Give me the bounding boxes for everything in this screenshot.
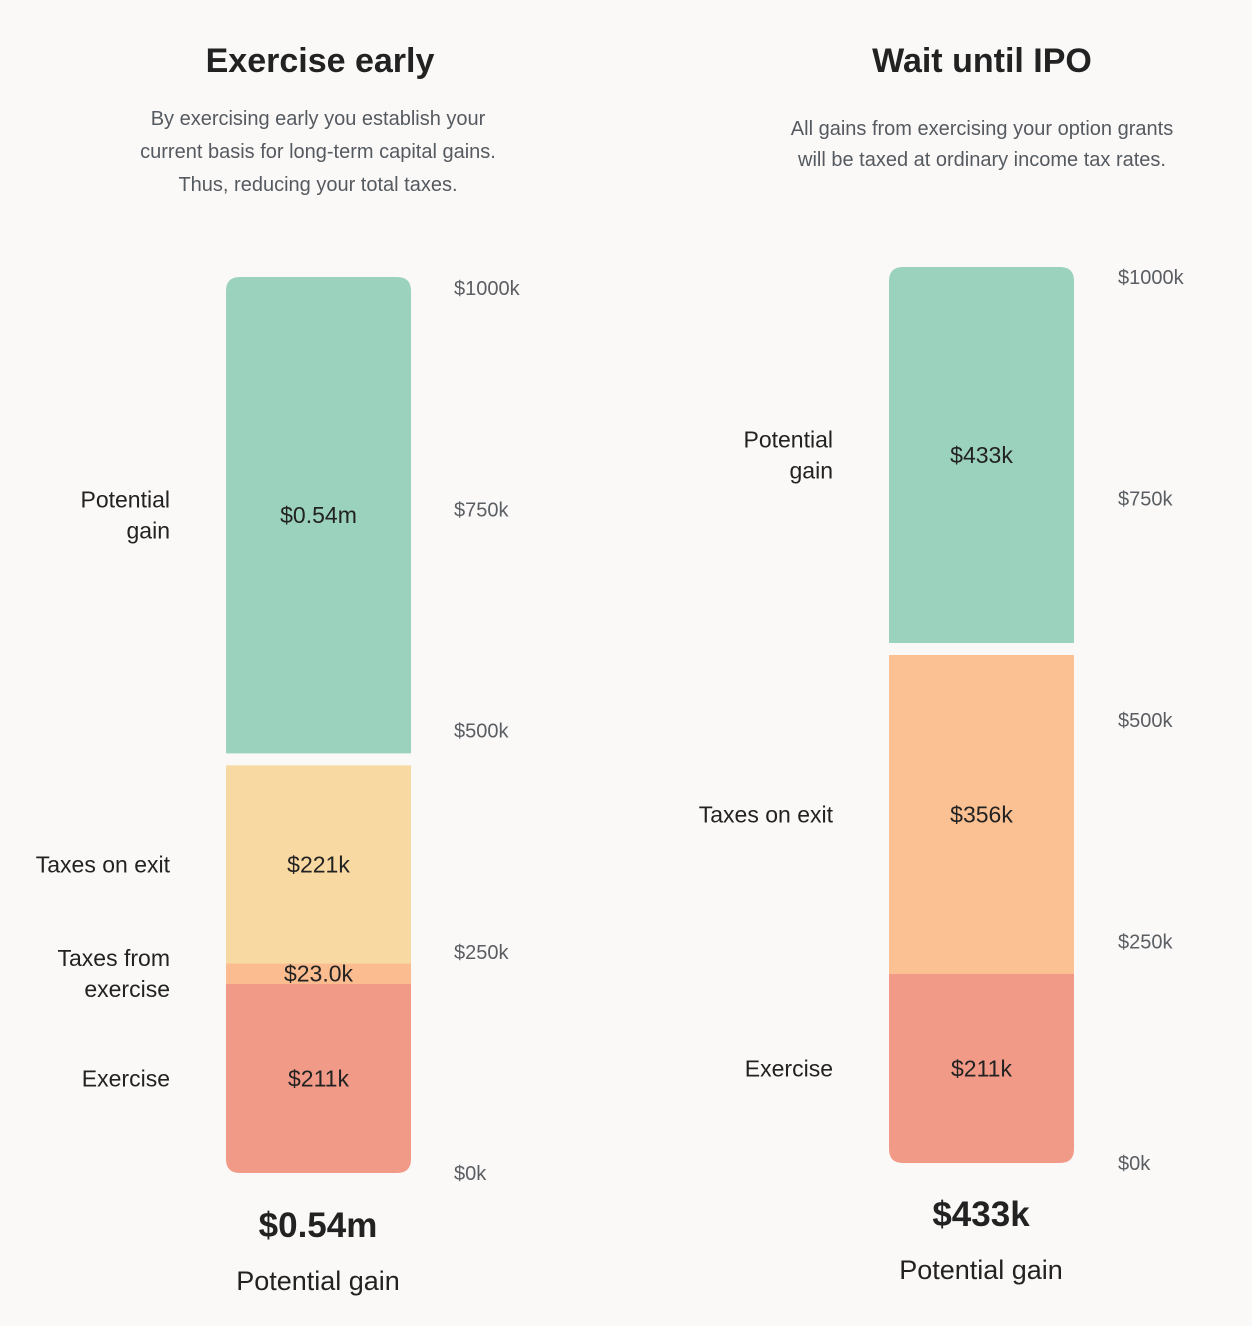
description-line: will be taxed at ordinary income tax rat… xyxy=(798,149,1166,171)
segment-name-label: Taxes on exit xyxy=(36,851,171,877)
bar-segment-taxes-on-exit xyxy=(889,654,1074,974)
total-caption: Potential gain xyxy=(899,1255,1063,1285)
description-line: All gains from exercising your option gr… xyxy=(790,118,1174,140)
panel-description: All gains from exercising your option gr… xyxy=(750,114,1214,176)
segment-value-label: $211k xyxy=(951,1055,1012,1081)
segment-value-label: $221k xyxy=(287,851,350,877)
segment-value-label: $23.0k xyxy=(284,961,354,987)
y-tick-label: $500k xyxy=(454,721,509,743)
y-tick-label: $750k xyxy=(454,499,509,521)
y-tick-label: $0k xyxy=(1118,1153,1151,1175)
bar-segment-taxes-from-exercise xyxy=(226,963,411,984)
bar-segment-potential-gain xyxy=(889,267,1074,643)
description-line: Thus, reducing your total taxes. xyxy=(178,174,458,196)
y-tick-label: $500k xyxy=(1118,710,1173,732)
segment-value-label: $211k xyxy=(288,1065,349,1091)
segment-value-label: $356k xyxy=(950,801,1013,827)
description-line: current basis for long-term capital gain… xyxy=(140,141,496,163)
bar-segment-taxes-on-exit xyxy=(226,765,411,964)
wait-until-ipo-chart: $211k Exercise $356k Taxes on exit $433k Pote… xyxy=(699,267,1185,1175)
y-tick-label: $1000k xyxy=(454,278,521,300)
total-caption: Potential gain xyxy=(236,1266,400,1296)
y-tick-label: $0k xyxy=(454,1163,487,1185)
segment-name-label: Potential gain xyxy=(80,487,170,544)
y-tick-label: $750k xyxy=(1118,489,1173,511)
total-value: $0.54m xyxy=(258,1206,378,1245)
panel-description: By exercising early you establish your c… xyxy=(100,103,536,202)
segment-name-label: Exercise xyxy=(82,1065,170,1091)
bar-segment-exercise xyxy=(226,983,411,1173)
segment-name-label: Potential gain xyxy=(743,426,833,483)
bar-segment-exercise xyxy=(889,973,1074,1163)
y-tick-label: $1000k xyxy=(1118,267,1185,289)
wait-until-ipo-panel: Wait until IPO All gains from exercising… xyxy=(640,0,1252,1326)
segment-value-label: $0.54m xyxy=(280,502,357,528)
bar-segment-potential-gain xyxy=(226,277,411,754)
exercise-early-panel: Exercise early By exercising early you e… xyxy=(36,42,536,1296)
panel-title: Exercise early xyxy=(205,42,435,80)
segment-name-label: Taxes from exercise xyxy=(58,945,170,1002)
exercise-early-chart: $211k Exercise $23.0k Taxes from exercise $22… xyxy=(36,277,521,1185)
segment-value-label: $433k xyxy=(950,442,1013,468)
panel-title: Wait until IPO xyxy=(872,42,1092,80)
y-tick-label: $250k xyxy=(454,942,509,964)
segment-name-label: Taxes on exit xyxy=(699,801,834,827)
total-value: $433k xyxy=(932,1195,1030,1234)
y-tick-label: $250k xyxy=(1118,932,1173,954)
segment-name-label: Exercise xyxy=(745,1055,833,1081)
description-line: By exercising early you establish your xyxy=(150,108,486,130)
